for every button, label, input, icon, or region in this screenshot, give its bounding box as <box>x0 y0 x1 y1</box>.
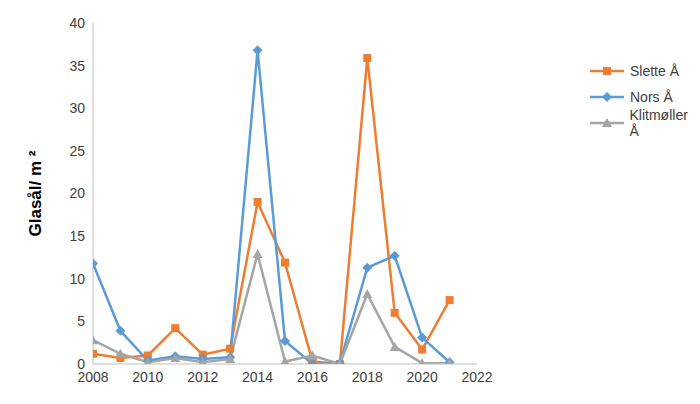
svg-text:30: 30 <box>69 100 85 116</box>
svg-text:0: 0 <box>77 356 85 372</box>
svg-text:2018: 2018 <box>352 369 383 385</box>
svg-text:20: 20 <box>69 185 85 201</box>
svg-text:35: 35 <box>69 58 85 74</box>
svg-text:2016: 2016 <box>297 369 328 385</box>
svg-text:2012: 2012 <box>187 369 218 385</box>
svg-text:2014: 2014 <box>242 369 273 385</box>
svg-text:Glasål/ m ²: Glasål/ m ² <box>26 150 45 236</box>
svg-text:2008: 2008 <box>77 368 109 385</box>
svg-text:2022: 2022 <box>461 369 492 385</box>
html-text:Slette Å: Slette Å <box>630 63 679 79</box>
svg-text:2020: 2020 <box>407 369 438 385</box>
svg-text:15: 15 <box>69 228 85 244</box>
html-text:Nors Å: Nors Å <box>630 89 673 105</box>
svg-text:10: 10 <box>69 271 85 287</box>
html-text:Klitmøller Å: Klitmøller Å <box>629 107 688 139</box>
svg-text:2010: 2010 <box>132 369 163 385</box>
svg-text:25: 25 <box>69 143 85 159</box>
svg-text:40: 40 <box>69 15 85 31</box>
svg-text:5: 5 <box>77 313 85 329</box>
